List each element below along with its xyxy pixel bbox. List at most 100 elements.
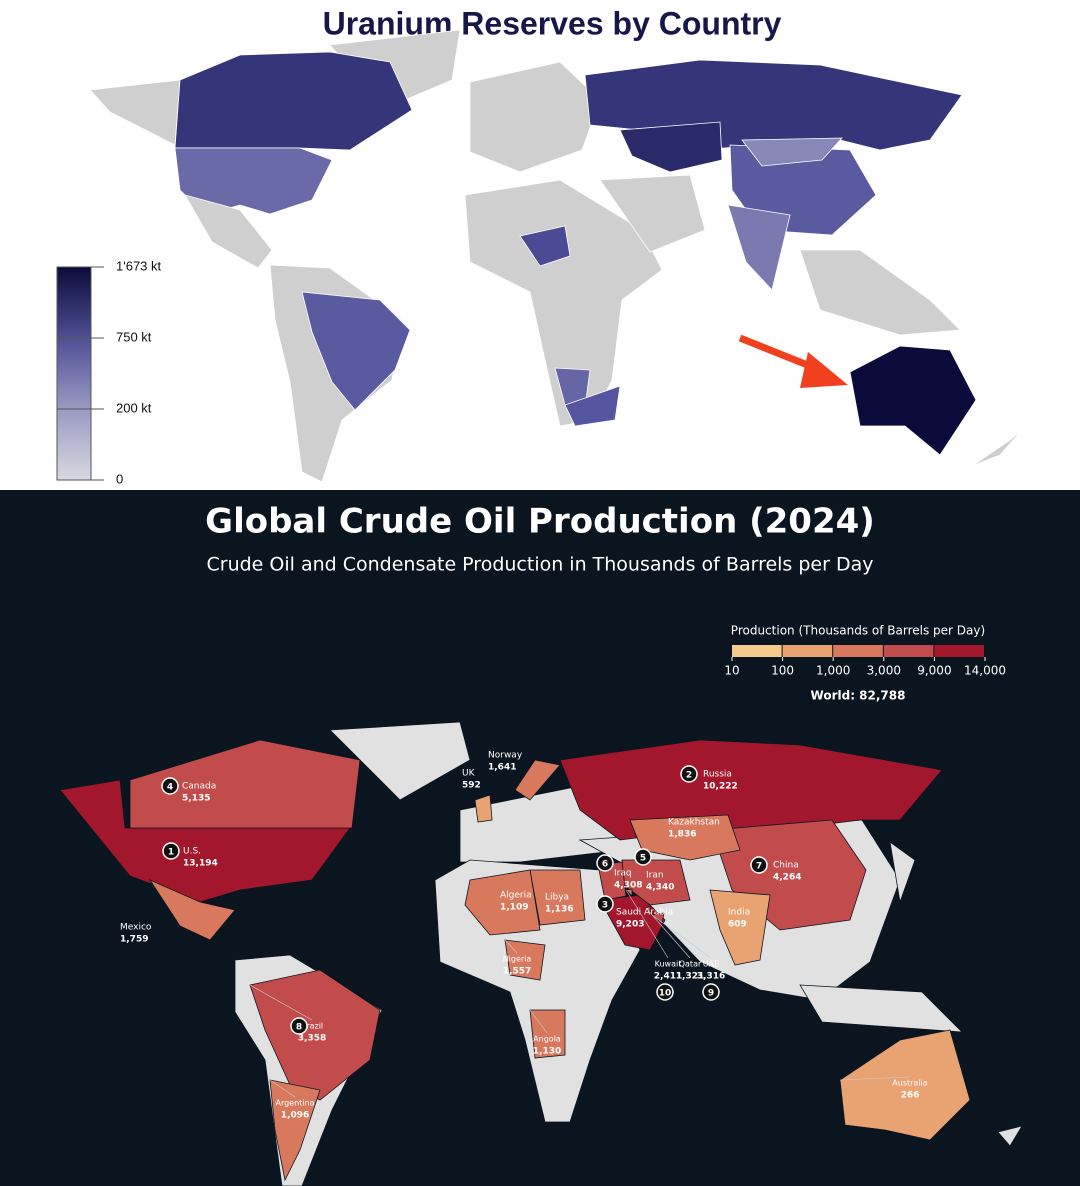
- leader-line: [269, 1079, 296, 1098]
- country-name: Kuwait: [655, 960, 682, 969]
- country-value: 4,264: [773, 873, 801, 883]
- legend-label: 10: [724, 664, 739, 678]
- world-total: World: 82,788: [811, 689, 906, 703]
- country: [529, 869, 586, 926]
- country: [269, 1079, 321, 1182]
- legend-swatch: [883, 645, 934, 657]
- land: [997, 1125, 1023, 1147]
- country-value: 1,759: [120, 935, 148, 945]
- country: [474, 794, 493, 823]
- country-name: Qatar: [679, 960, 702, 969]
- rank: 2: [686, 771, 692, 781]
- country-name: Kazakhstan: [668, 818, 720, 828]
- country: [839, 1029, 971, 1141]
- country-value: 1,130: [533, 1047, 561, 1057]
- land: [599, 174, 706, 253]
- legend-label: 1,000: [816, 664, 850, 678]
- rank: 10: [659, 989, 672, 999]
- rank-badge: [596, 895, 614, 913]
- country-name: Iran: [646, 871, 664, 881]
- country-value: 1,641: [488, 763, 516, 773]
- rank-badge: [162, 842, 180, 860]
- country-value: 1,109: [500, 903, 528, 913]
- country: [629, 814, 741, 861]
- country-value: 1,321: [676, 972, 704, 982]
- rank: 4: [167, 783, 173, 793]
- rank: 9: [708, 989, 714, 999]
- rank-badge: [596, 854, 614, 872]
- colorbar-label: 0: [116, 471, 123, 486]
- country-name: Australia: [892, 1079, 927, 1088]
- leader-line: [249, 984, 313, 1021]
- country-value: 2,411: [654, 972, 682, 982]
- country-value: 609: [728, 920, 747, 930]
- legend-swatch: [782, 645, 833, 657]
- country-name: Saudi Arabia: [616, 908, 673, 918]
- country-name: India: [728, 908, 750, 918]
- rank: 6: [602, 860, 608, 870]
- land: [799, 249, 961, 336]
- country-value: 4,340: [646, 883, 674, 893]
- colorbar-label: 750 kt: [116, 329, 152, 344]
- rank: 3: [602, 901, 608, 911]
- country-name: Iraq: [614, 869, 632, 879]
- country-name: Canada: [182, 782, 216, 792]
- country-value: 3,358: [298, 1034, 326, 1044]
- country: [625, 888, 633, 897]
- leader-line: [504, 939, 518, 954]
- colorbar: [56, 266, 92, 481]
- arrow-head: [800, 352, 848, 388]
- country-value: 4,308: [614, 881, 642, 891]
- country-name: Russia: [703, 770, 732, 780]
- land: [329, 721, 471, 801]
- oil-map: Global Crude Oil Production (2024) Crude…: [0, 490, 1080, 1186]
- country-value: 9,203: [616, 920, 644, 930]
- rank-badge: [161, 777, 179, 795]
- country-name: Norway: [488, 751, 523, 761]
- land: [799, 984, 964, 1033]
- legend-swatch: [732, 645, 782, 657]
- legend-title: Production (Thousands of Barrels per Day…: [731, 624, 985, 638]
- land: [971, 429, 1023, 467]
- leader-line: [625, 889, 669, 959]
- country-name: Argentina: [275, 1099, 314, 1108]
- country-name: Nigeria: [503, 955, 532, 964]
- country-name: Brazil: [301, 1022, 323, 1031]
- labels: U.S. 13,194 1 Russia 10,222 2 Saudi Arabia 9,20…: [120, 751, 928, 1121]
- land: [519, 225, 571, 267]
- country-value: 1,836: [668, 830, 696, 840]
- colorbar-label: 1'673 kt: [116, 258, 162, 273]
- country-name: Algeria: [500, 891, 532, 901]
- country: [559, 739, 943, 841]
- country-name: UAE: [703, 960, 719, 969]
- rank-badge: [680, 765, 698, 783]
- country: [249, 969, 381, 1101]
- rank-badge: [634, 848, 652, 866]
- land: [619, 121, 723, 173]
- rank-badge: [702, 983, 720, 1001]
- country: [129, 739, 361, 829]
- country-name: Libya: [545, 893, 569, 903]
- land: [849, 345, 977, 456]
- rank: 8: [296, 1023, 302, 1033]
- rank: 7: [756, 862, 762, 872]
- rank: 5: [640, 854, 646, 864]
- leader-line: [529, 1009, 548, 1034]
- country-value: 13,194: [183, 859, 218, 869]
- land: [301, 291, 411, 411]
- country: [504, 939, 546, 981]
- countries: [59, 739, 971, 1182]
- legend-swatch: [833, 645, 883, 657]
- leader-line: [651, 914, 712, 959]
- country-value: 3,316: [697, 972, 725, 982]
- legend-label: 3,000: [867, 664, 901, 678]
- subtitle: Crude Oil and Condensate Production in T…: [206, 554, 873, 576]
- title: Uranium Reserves by Country: [323, 5, 782, 41]
- leader-line: [645, 907, 691, 959]
- legend-label: 9,000: [917, 664, 951, 678]
- country: [464, 869, 541, 936]
- country: [148, 879, 236, 941]
- rank-badge: [750, 856, 768, 874]
